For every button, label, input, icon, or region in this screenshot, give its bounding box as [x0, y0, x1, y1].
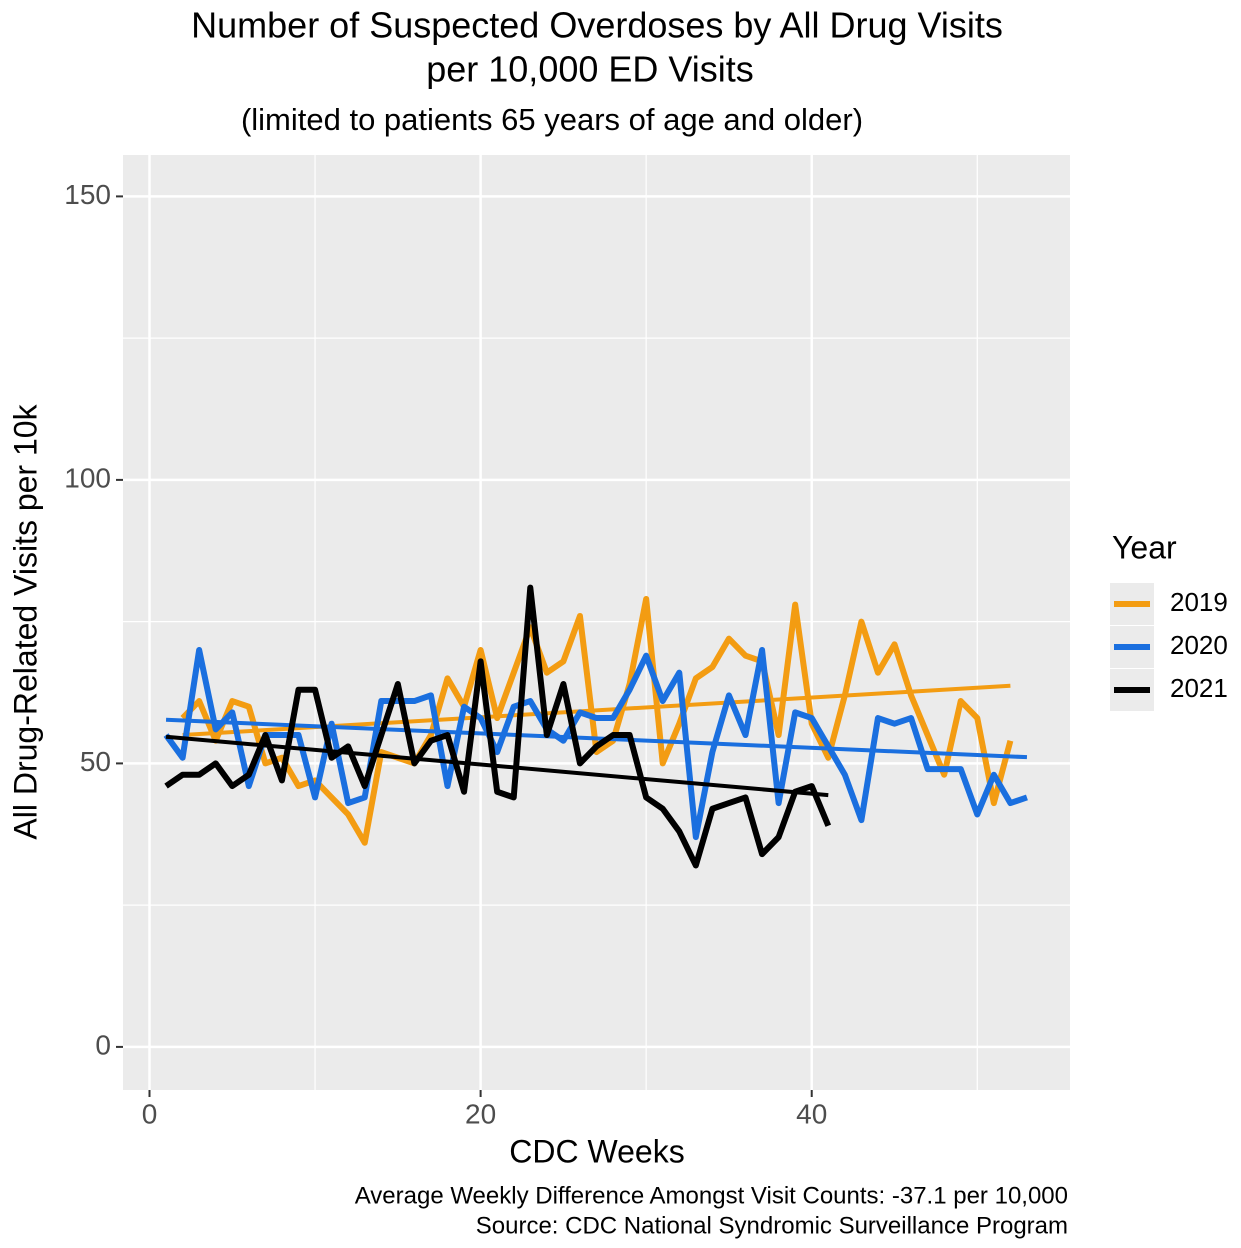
caption: Average Weekly Difference Amongst Visit …	[355, 1182, 1068, 1209]
y-tick-label: 0	[95, 1029, 111, 1060]
data-line	[164, 584, 832, 869]
chart-title: Number of Suspected Overdoses by All Dru…	[191, 5, 1003, 46]
y-tick-label: 50	[80, 746, 111, 777]
y-tick-label: 100	[64, 462, 111, 493]
plot-panel	[123, 155, 1070, 1090]
x-tick-label: 40	[796, 1098, 827, 1129]
x-tick-label: 0	[142, 1098, 158, 1129]
x-axis-title: CDC Weeks	[509, 1133, 684, 1169]
chart-title: per 10,000 ED Visits	[426, 49, 754, 90]
y-tick-label: 150	[64, 179, 111, 210]
legend-label: 2021	[1170, 673, 1228, 703]
data-line	[163, 647, 1028, 841]
y-axis-title: All Drug-Related Visits per 10k	[7, 403, 43, 839]
legend-title: Year	[1112, 529, 1177, 565]
legend-label: 2020	[1170, 630, 1228, 660]
trend-line	[165, 734, 829, 798]
trend-line	[165, 717, 1028, 760]
x-tick-label: 20	[465, 1098, 496, 1129]
caption: Source: CDC National Syndromic Surveilla…	[476, 1212, 1068, 1239]
legend-label: 2019	[1170, 587, 1228, 617]
chart-subtitle: (limited to patients 65 years of age and…	[241, 102, 863, 137]
